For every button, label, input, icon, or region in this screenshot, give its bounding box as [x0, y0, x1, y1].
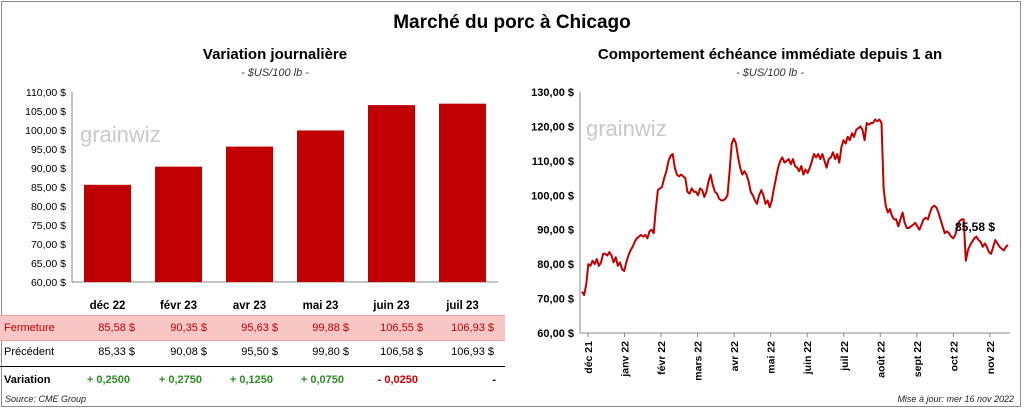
x-tick-label: juil 23 [445, 300, 479, 312]
update-note: Mise à jour: mer 16 nov 2022 [897, 394, 1014, 404]
page-title: Marché du porc à Chicago [393, 12, 631, 33]
y-tick-label: 120,00 $ [531, 121, 574, 133]
bar-chart-unit: - $US/100 lb - [241, 67, 309, 79]
y-tick-label: 85,00 $ [31, 182, 66, 194]
bar [368, 105, 415, 282]
x-tick-label: sept 22 [912, 341, 924, 377]
watermark: grainwiz [586, 116, 667, 141]
table-row-fermeture: Fermeture 85,58 $ 90,35 $ 95,63 $ 99,88 … [0, 315, 505, 341]
table-cell: 90,08 $ [170, 346, 207, 358]
table-row-precedent: Précédent 85,33 $ 90,08 $ 95,50 $ 99,80 … [0, 340, 505, 364]
y-tick-label: 95,00 $ [31, 144, 66, 156]
x-tick-label: mai 23 [303, 300, 339, 312]
x-tick-label: févr 23 [160, 300, 197, 312]
x-tick-label: oct 22 [948, 341, 960, 372]
last-value-label: 85,58 $ [955, 220, 995, 234]
bar [155, 166, 202, 282]
watermark: grainwiz [80, 122, 161, 147]
row-label: Fermeture [4, 322, 55, 334]
row-label: Variation [4, 374, 51, 386]
x-tick-label: mars 22 [693, 341, 705, 381]
table-cell: 106,93 $ [451, 322, 494, 334]
table-cell: - [492, 374, 496, 386]
y-tick-label: 70,00 $ [31, 239, 66, 251]
table-cell: 95,63 $ [241, 322, 278, 334]
bar [297, 130, 344, 282]
x-tick-label: juin 23 [372, 300, 409, 312]
table-cell: 106,58 $ [380, 346, 423, 358]
source-note: Source: CME Group [5, 394, 87, 404]
line-chart-unit: - $US/100 lb - [736, 67, 804, 79]
y-tick-label: 70,00 $ [537, 294, 574, 306]
y-tick-label: 65,00 $ [31, 258, 66, 270]
y-tick-label: 100,00 $ [531, 190, 574, 202]
bar [84, 184, 131, 282]
y-tick-label: 80,00 $ [537, 259, 574, 271]
line-chart-title: Comportement échéance immédiate depuis 1… [597, 46, 943, 63]
line-chart: grainwiz 60,00 $ 70,00 $ 80,00 $ 90,00 $ 100,… [531, 87, 1010, 381]
row-label: Précédent [4, 346, 55, 358]
x-tick-label: juin 22 [802, 341, 814, 375]
y-tick-label: 90,00 $ [31, 163, 66, 175]
table-cell: + 0,2750 [158, 374, 202, 386]
y-tick-label: 80,00 $ [31, 201, 66, 213]
table-cell: - 0,0250 [377, 374, 418, 386]
y-tick-label: 105,00 $ [25, 106, 66, 118]
y-tick-label: 60,00 $ [537, 328, 574, 340]
x-tick-label: juil 22 [839, 341, 851, 372]
x-tick-label: août 22 [875, 341, 887, 378]
table-cell: 106,55 $ [380, 322, 423, 334]
x-tick-label: déc 21 [583, 341, 595, 374]
bar-chart: grainwiz 60,00 $ 65,00 $ 70,00 $ 75,00 $ 80,0… [25, 87, 498, 312]
x-tick-label: avr 22 [729, 341, 741, 372]
table-cell: + 0,0750 [300, 374, 344, 386]
x-tick-label: avr 23 [233, 300, 266, 312]
table-cell: + 0,2500 [86, 374, 130, 386]
bar [226, 146, 273, 282]
table-cell: 99,88 $ [312, 322, 349, 334]
x-tick-label: févr 22 [656, 341, 668, 375]
x-tick-label: mai 22 [766, 341, 778, 374]
table-cell: 99,80 $ [312, 346, 349, 358]
y-tick-label: 110,00 $ [532, 156, 574, 168]
bar [439, 103, 486, 282]
x-tick-label: janv 22 [620, 341, 632, 378]
y-tick-label: 90,00 $ [537, 225, 574, 237]
bar-chart-title: Variation journalière [202, 46, 348, 63]
table-cell: + 0,1250 [229, 374, 273, 386]
y-tick-label: 60,00 $ [31, 277, 66, 289]
table-cell: 85,33 $ [98, 346, 135, 358]
y-tick-label: 130,00 $ [531, 87, 574, 99]
table-cell: 85,58 $ [98, 322, 135, 334]
x-tick-label: déc 22 [90, 300, 126, 312]
series-line [581, 118, 1009, 297]
table-row-variation: Variation + 0,2500 + 0,2750 + 0,1250 + 0… [0, 366, 505, 393]
y-tick-label: 75,00 $ [31, 220, 66, 232]
y-tick-label: 110,00 $ [26, 87, 66, 99]
table-cell: 95,50 $ [241, 346, 278, 358]
x-tick-label: nov 22 [985, 341, 997, 374]
table-cell: 90,35 $ [170, 322, 207, 334]
table-cell: 106,93 $ [451, 346, 494, 358]
y-tick-label: 100,00 $ [25, 125, 66, 137]
